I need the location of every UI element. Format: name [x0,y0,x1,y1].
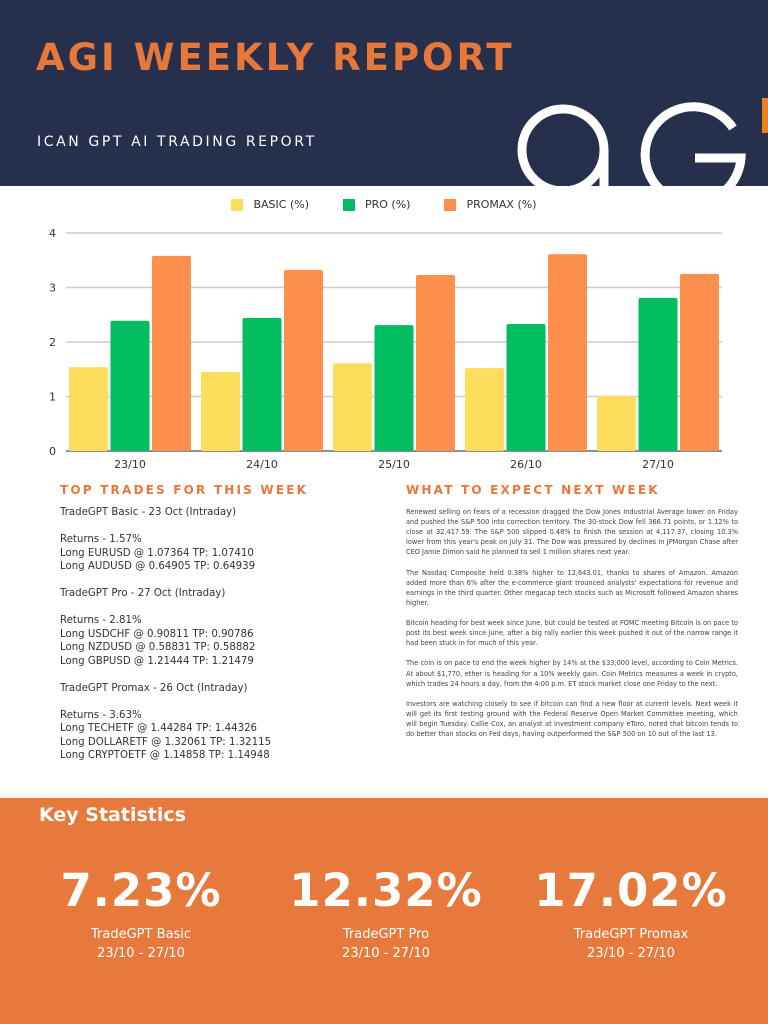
stat-label: TradeGPT Pro [342,927,430,942]
top-trades-heading: TOP TRADES FOR THIS WEEK [60,483,309,497]
bar-promax [416,274,455,451]
trade-line: TradeGPT Promax - 26 Oct (Intraday) [60,682,248,694]
bar-chart: 0 1 2 3 4 23/10 24/10 25/10 26/10 27/10 [49,227,722,471]
legend-swatch [231,198,244,211]
trade-line [60,574,271,588]
stat-value: 12.32% [289,864,483,917]
trade-line: Long NZDUSD @ 0.58831 TP: 0.58882 [60,642,256,653]
trade-line: TradeGPT Pro - 27 Oct (Intraday) [60,588,226,599]
report-subtitle: ICAN GPT AI TRADING REPORT [37,134,317,150]
top-trades-list: TradeGPT Basic - 23 Oct (Intraday) Return… [60,506,271,763]
expect-paragraph: Investors are watching closely to see if… [406,699,738,739]
y-tick-label: 3 [49,282,56,295]
stat-promax: 17.02% TradeGPT Promax 23/10 - 27/10 [511,864,751,963]
bar-promax [680,273,719,451]
agi-logo-icon [517,98,768,186]
trade-line: Long CRYPTOETF @ 1.14858 TP: 1.14948 [60,750,270,761]
bar-pro [374,325,414,451]
trade-line: Long EURUSD @ 1.07364 TP: 1.07410 [60,547,254,559]
y-tick-label: 4 [49,227,56,240]
trade-line: Long GBPUSD @ 1.21444 TP: 1.21479 [60,655,254,667]
bar-basic [333,363,372,451]
legend-label: PRO (%) [365,198,411,211]
trade-line: Long AUDUSD @ 0.64905 TP: 0.64939 [60,561,256,572]
expect-paragraph: Renewed selling on fears of a recession … [406,508,738,557]
bar-basic [201,371,240,451]
x-tick-label: 26/10 [510,458,542,471]
expect-paragraph: The coin is on pace to end the week high… [406,659,738,688]
expect-paragraph: Bitcoin heading for best week since June… [406,619,738,648]
expect-text: Renewed selling on fears of a recession … [406,507,738,749]
stat-range: 23/10 - 27/10 [342,946,430,961]
stat-value: 17.02% [534,864,728,917]
x-tick-label: 23/10 [114,458,146,471]
trade-line [60,695,271,709]
bar-basic [465,368,504,451]
stats-title: Key Statistics [39,804,186,826]
y-tick-label: 1 [49,391,56,404]
x-tick-label: 25/10 [378,458,410,471]
stat-basic: 7.23% TradeGPT Basic 23/10 - 27/10 [21,864,261,963]
expect-paragraph: The Nasdaq Composite held 0.38% higher t… [406,568,738,607]
legend-label: BASIC (%) [253,198,309,211]
bar-promax [152,255,191,451]
stat-pro: 12.32% TradeGPT Pro 23/10 - 27/10 [266,864,506,963]
stat-value: 7.23% [60,864,222,917]
legend-swatch [343,198,355,211]
x-tick-label: 24/10 [246,458,278,471]
trade-line: TradeGPT Basic - 23 Oct (Intraday) [60,507,237,518]
trade-line: Returns - 2.81% [60,615,142,626]
legend-item-pro: PRO (%) [343,198,410,211]
legend-item-basic: BASIC (%) [231,198,309,211]
trade-line: Long DOLLARETF @ 1.32061 TP: 1.32115 [60,736,272,748]
trade-line: Returns - 1.57% [60,534,142,545]
legend-label: PROMAX (%) [466,198,537,211]
trade-line: Returns - 3.63% [60,709,142,721]
stat-label: TradeGPT Basic [91,927,191,942]
key-statistics: Key Statistics 7.23% TradeGPT Basic 23/10 … [0,798,768,1024]
bar-pro [110,320,150,451]
legend-swatch [444,198,457,211]
bar-basic [69,367,108,451]
stat-range: 23/10 - 27/10 [97,946,185,961]
trade-line [60,668,271,682]
x-tick-label: 27/10 [642,458,674,471]
stat-label: TradeGPT Promax [573,927,689,942]
bar-basic [597,395,636,451]
bar-promax [284,270,323,451]
chart-legend: BASIC (%) PRO (%) PROMAX (%) [0,198,768,211]
bar-pro [506,324,546,451]
trade-line: Long TECHETF @ 1.44284 TP: 1.44326 [60,723,258,734]
bar-pro [638,297,678,451]
expect-heading: WHAT TO EXPECT NEXT WEEK [406,483,660,497]
trade-line [60,601,271,615]
y-tick-label: 0 [49,445,56,458]
bar-pro [242,318,282,451]
stat-range: 23/10 - 27/10 [587,946,675,961]
legend-item-promax: PROMAX (%) [444,198,537,211]
bar-promax [548,254,587,451]
trade-line [60,520,271,534]
trade-line: Long USDCHF @ 0.90811 TP: 0.90786 [60,628,254,640]
report-title: AGI WEEKLY REPORT [36,36,515,79]
y-tick-label: 2 [49,336,56,349]
report-header: AGI WEEKLY REPORT ICAN GPT AI TRADING RE… [0,0,768,186]
